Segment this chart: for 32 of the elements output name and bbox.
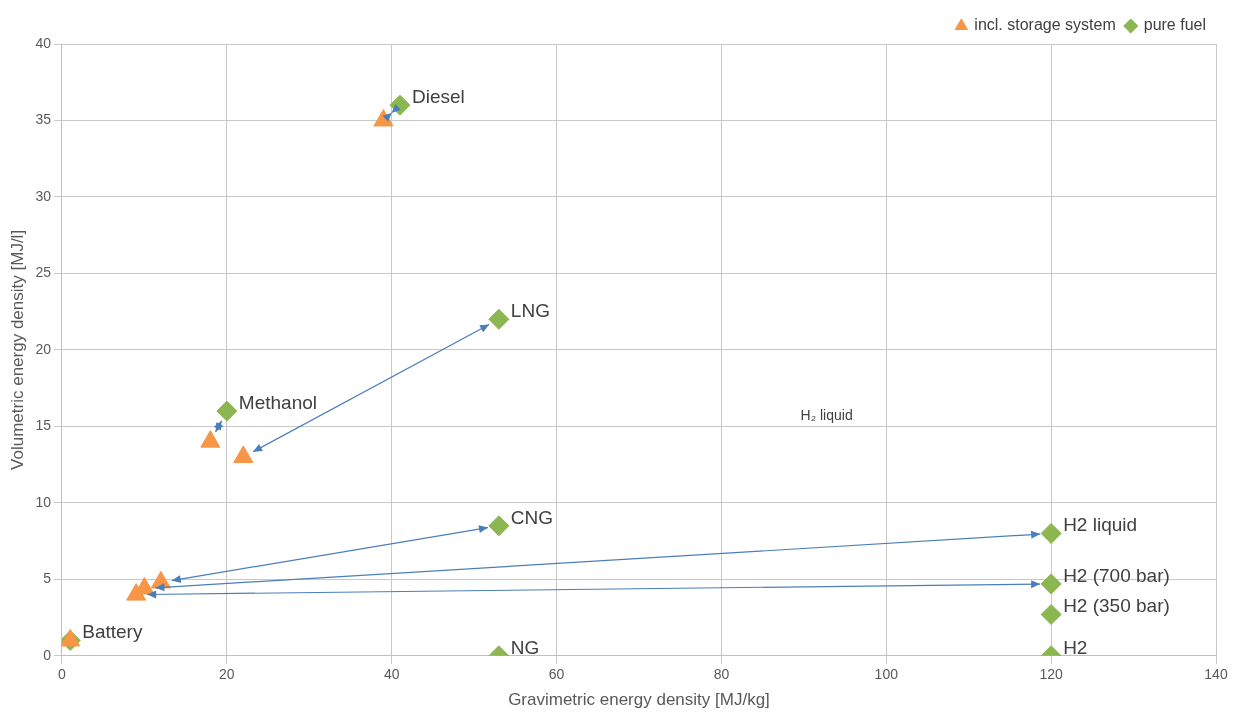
- annotation: H₂ liquid: [800, 407, 853, 424]
- annotation: NG: [510, 636, 540, 658]
- annotation: H2 liquid: [1063, 514, 1138, 536]
- annotation: CNG: [510, 506, 554, 528]
- y-tick-label: 30: [35, 187, 52, 204]
- x-tick-label: 100: [874, 666, 899, 683]
- x-tick-label: 120: [1039, 666, 1064, 683]
- legend-label: incl. storage system: [974, 16, 1116, 34]
- annotation: H2 (700 bar): [1063, 564, 1170, 586]
- x-tick-label: 40: [383, 666, 400, 683]
- y-axis-title: Volumetric energy density [MJ/l]: [7, 229, 27, 470]
- x-axis-title: Gravimetric energy density [MJ/kg]: [508, 690, 770, 710]
- y-tick-label: 20: [35, 340, 52, 357]
- y-tick-label: 15: [35, 417, 52, 434]
- y-tick-label: 0: [43, 646, 52, 663]
- annotation: H2: [1063, 636, 1088, 658]
- x-tick-label: 140: [1204, 666, 1228, 683]
- y-tick-label: 5: [43, 570, 52, 587]
- y-tick-label: 25: [35, 264, 52, 281]
- x-tick-label: 60: [548, 666, 565, 683]
- annotation: Diesel: [411, 85, 465, 107]
- annotation: H2 (350 bar): [1063, 595, 1170, 617]
- y-tick-label: 40: [35, 34, 52, 51]
- x-tick-label: 80: [713, 666, 730, 683]
- y-tick-label: 35: [35, 111, 52, 128]
- annotation: Methanol: [238, 391, 318, 413]
- x-tick-label: 0: [58, 666, 67, 683]
- annotation: Battery: [82, 621, 143, 643]
- x-tick-label: 20: [219, 666, 235, 683]
- legend-label: pure fuel: [1143, 16, 1206, 34]
- y-tick-label: 10: [35, 493, 52, 510]
- annotation: LNG: [510, 300, 550, 322]
